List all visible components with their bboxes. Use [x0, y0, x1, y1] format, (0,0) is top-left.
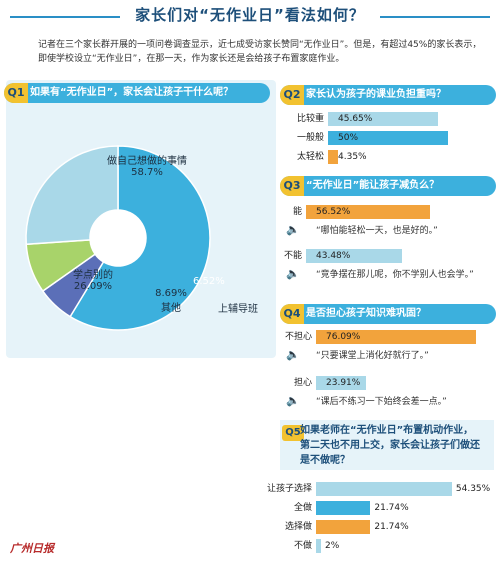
- q3-quote-icon-0: 🔈: [286, 223, 300, 236]
- q4-bar-0: [316, 330, 476, 344]
- q3-quote-0: “哪怕能轻松一天，也是好的。”: [316, 226, 438, 236]
- q3-bar-0: [306, 205, 431, 219]
- q2-value-0: 45.65%: [338, 114, 373, 124]
- q3-value-0: 56.52%: [316, 207, 351, 217]
- q4-quote-icon-1: 🔈: [286, 394, 300, 407]
- q2-value-1: 50%: [338, 133, 359, 143]
- q2-bar-0: [328, 112, 438, 126]
- q5-bar-1: [316, 501, 371, 515]
- q2-category-2: 太轻松: [296, 152, 324, 162]
- pie-value-1: 6.52%: [193, 276, 225, 287]
- q2-question: 家长认为孩子的课业负担重吗？: [306, 89, 446, 100]
- pie-label-0: 做自己想做的事情 58.7%: [92, 152, 202, 178]
- q2-bar-2: [328, 150, 339, 164]
- intro-paragraph: 记者在三个家长群开展的一项问卷调查显示，近七成受访家长赞同“无作业日”。但是，有…: [38, 40, 482, 64]
- q5-value-2: 21.74%: [374, 522, 409, 532]
- q4-category-0: 不担心: [284, 332, 312, 342]
- q4-category-1: 担心: [293, 378, 312, 388]
- q3-tag: Q3: [280, 176, 304, 196]
- pie-value-text-0: 58.7%: [131, 167, 163, 178]
- q5-row-0: 让孩子选择 54.35%: [260, 482, 495, 501]
- q4-quote-1: “课后不练习一下始终会差一点。”: [316, 397, 447, 407]
- q5-category-0: 让孩子选择: [266, 484, 312, 494]
- q2-bar-1: [328, 131, 448, 145]
- q5-value-3: 2%: [325, 541, 340, 551]
- q4-row-1: 担心 23.91% 🔈 “课后不练习一下始终会差一点。”: [280, 376, 495, 422]
- q5-category-3: 不做: [293, 541, 312, 551]
- q2-value-2: 4.35%: [338, 152, 367, 162]
- pie-label-text-3: 学点别的: [73, 270, 113, 281]
- q2-row-2: 太轻松 4.35%: [280, 150, 495, 169]
- pie-center-hole: [90, 210, 146, 266]
- q5-question: 如果老师在“无作业日”布置机动作业，第二天也不用上交，家长会让孩子们做还是不做呢…: [300, 425, 480, 466]
- q2-tag: Q2: [280, 85, 304, 105]
- q5-row-1: 全做 21.74%: [260, 501, 495, 520]
- q3-bar-chart: 能 56.52% 🔈 “哪怕能轻松一天，也是好的。” 不能 43.48% 🔈 “竞争摆在那儿呢…: [280, 205, 495, 295]
- q5-row-3: 不做 2%: [260, 539, 495, 558]
- q3-quote-icon-1: 🔈: [286, 267, 300, 280]
- pie-slices: [25, 145, 211, 331]
- q5-value-0: 54.35%: [455, 484, 491, 494]
- pie-label-text-2: 其他: [161, 303, 181, 314]
- q4-value-1: 23.91%: [326, 378, 361, 388]
- q2-row-1: 一般般 50%: [280, 131, 495, 150]
- q3-header: “无作业日”能让孩子减负么？: [280, 176, 496, 196]
- q1-pie-chart: [25, 145, 211, 331]
- pie-label-3: 学点别的 26.09%: [58, 266, 128, 292]
- q1-tag: Q1: [4, 83, 28, 103]
- q3-bar-1: [306, 249, 402, 263]
- q5-category-2: 选择做: [284, 522, 312, 532]
- q5-value-1: 21.74%: [374, 503, 409, 513]
- q4-bar-chart: 不担心 76.09% 🔈 “只要课堂上消化好就行了。” 担心 23.91% 🔈 “课后不练习一…: [280, 330, 495, 420]
- q4-question: 是否担心孩子知识难巩固？: [306, 308, 426, 319]
- pie-slice-3: [25, 145, 119, 246]
- q5-bar-3: [316, 539, 321, 553]
- q3-category-0: 能: [292, 207, 302, 217]
- title-rule-left: [10, 16, 120, 18]
- q3-category-1: 不能: [283, 251, 302, 261]
- newspaper-logo: 广州日报: [10, 542, 54, 555]
- q5-bar-chart: 让孩子选择 54.35% 全做 21.74% 选择做 21.74% 不做 2%: [260, 482, 495, 562]
- q3-question: “无作业日”能让孩子减负么？: [306, 180, 440, 191]
- q4-row-0: 不担心 76.09% 🔈 “只要课堂上消化好就行了。”: [280, 330, 495, 376]
- q3-value-1: 43.48%: [316, 251, 351, 261]
- pie-label-1: 上辅导班: [218, 304, 258, 315]
- q4-bar-1: [316, 376, 367, 390]
- q3-row-0: 能 56.52% 🔈 “哪怕能轻松一天，也是好的。”: [280, 205, 495, 249]
- pie-label-2: 8.69% 其他: [146, 288, 196, 314]
- q2-category-1: 一般般: [296, 133, 324, 143]
- q3-row-1: 不能 43.48% 🔈 “竞争摆在那儿呢，你不学别人也会学。”: [280, 249, 495, 293]
- q4-quote-0: “只要课堂上消化好就行了。”: [316, 351, 429, 361]
- page-title: 家长们对“无作业日”看法如何？: [135, 6, 365, 24]
- pie-value-text-3: 26.09%: [73, 281, 113, 292]
- q5-tag: Q5: [282, 425, 304, 441]
- q5-bar-2: [316, 520, 371, 534]
- pie-value-text-2: 8.69%: [155, 288, 187, 299]
- q4-quote-icon-0: 🔈: [286, 348, 300, 361]
- q4-tag: Q4: [280, 304, 304, 324]
- q5-row-2: 选择做 21.74%: [260, 520, 495, 539]
- q3-quote-1: “竞争摆在那儿呢，你不学别人也会学。”: [316, 270, 474, 280]
- q5-bar-0: [316, 482, 452, 496]
- q1-header: 如果有“无作业日”，家长会让孩子干什么呢？: [4, 83, 270, 103]
- q2-header: 家长认为孩子的课业负担重吗？: [280, 85, 496, 105]
- q4-value-0: 76.09%: [326, 332, 361, 342]
- title-rule-right: [380, 16, 490, 18]
- q5-header-box: [280, 420, 494, 470]
- q4-header: 是否担心孩子知识难巩固？: [280, 304, 496, 324]
- q2-bar-chart: 比较重 45.65% 一般般 50% 太轻松 4.35%: [280, 112, 495, 172]
- q2-category-0: 比较重: [296, 114, 324, 124]
- pie-label-text-0: 做自己想做的事情: [107, 156, 187, 167]
- q5-category-1: 全做: [293, 503, 312, 513]
- q2-row-0: 比较重 45.65%: [280, 112, 495, 131]
- q1-question: 如果有“无作业日”，家长会让孩子干什么呢？: [30, 87, 234, 98]
